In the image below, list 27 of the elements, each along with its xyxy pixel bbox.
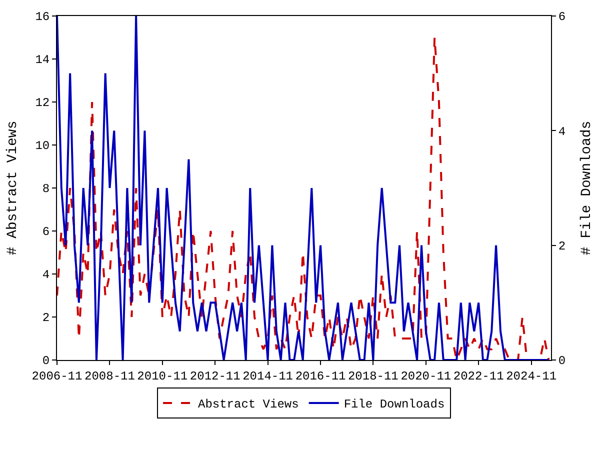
y2-tick-label: 4 <box>558 124 566 139</box>
legend-label: File Downloads <box>344 398 445 412</box>
x-tick-label: 2020-11 <box>400 369 452 384</box>
x-tick-label: 2022-11 <box>453 369 504 384</box>
y-tick-label: 4 <box>42 268 50 282</box>
y-tick-label: 10 <box>35 139 50 154</box>
y-tick-label: 2 <box>42 311 50 326</box>
y2-tick-label: 6 <box>558 10 566 24</box>
y2-axis-title: # File Downloads <box>578 120 595 256</box>
x-tick-label: 2014-11 <box>242 369 293 384</box>
y-tick-label: 12 <box>35 96 50 110</box>
y-tick-label: 16 <box>35 10 50 24</box>
y-tick-label: 0 <box>42 354 50 368</box>
x-tick-label: 2018-11 <box>348 369 398 384</box>
x-tick-label: 2010-11 <box>137 369 188 384</box>
y-tick-label: 6 <box>42 225 50 240</box>
y-tick-label: 8 <box>42 182 50 196</box>
legend-label: Abstract Views <box>198 398 299 412</box>
y2-tick-label: 0 <box>558 354 566 368</box>
x-tick-label: 2012-11 <box>190 369 240 384</box>
x-tick-label: 2006-11 <box>32 369 82 384</box>
y-axis-title: # Abstract Views <box>4 120 21 256</box>
y2-tick-label: 2 <box>558 240 566 254</box>
x-tick-label: 2016-11 <box>295 369 346 384</box>
x-tick-label: 2024-11 <box>506 369 557 384</box>
y-tick-label: 14 <box>35 53 50 68</box>
x-tick-label: 2008-11 <box>84 369 135 384</box>
